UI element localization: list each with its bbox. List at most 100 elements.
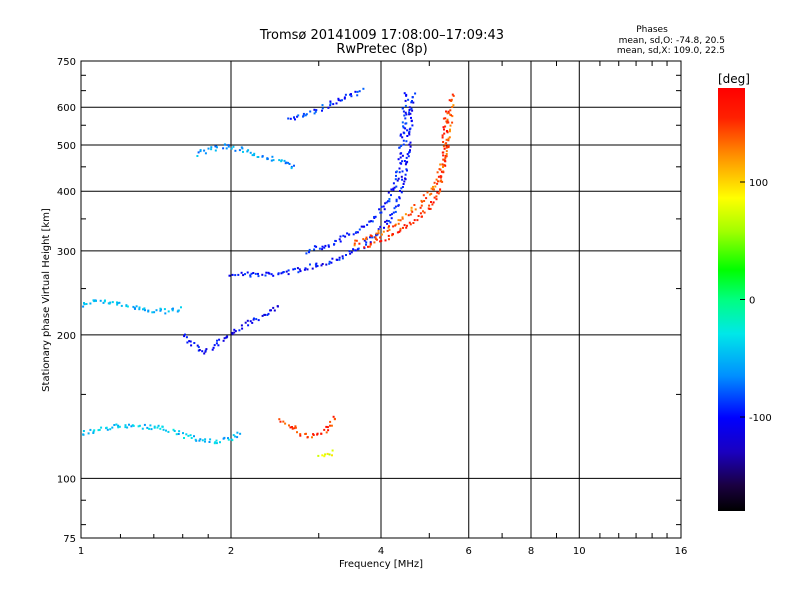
echo-point [320, 264, 323, 267]
echo-point [367, 245, 369, 248]
echo-point [406, 160, 409, 163]
echo-point [394, 205, 397, 208]
echo-point [387, 220, 390, 222]
echo-point [419, 206, 422, 209]
echo-point [436, 171, 439, 174]
echo-point [406, 169, 408, 172]
echo-point [348, 250, 351, 253]
echo-point [146, 426, 149, 429]
echo-point [401, 136, 404, 139]
echo-point [445, 120, 448, 123]
echo-point [444, 157, 447, 160]
echo-point [341, 99, 343, 102]
echo-point [257, 319, 260, 322]
echo-point [89, 302, 92, 305]
echo-point [349, 252, 352, 255]
echo-point [384, 239, 387, 242]
echo-point [311, 267, 314, 270]
echo-point [197, 346, 200, 349]
echo-point [272, 306, 275, 309]
echo-point [404, 104, 407, 107]
echo-point [328, 260, 331, 263]
echo-point [147, 309, 150, 312]
echo-point [324, 244, 327, 247]
echo-point [277, 272, 280, 275]
echo-point [157, 424, 160, 427]
echo-point [249, 151, 252, 154]
echo-point [399, 162, 402, 165]
echo-point [445, 110, 447, 113]
echo-point [167, 310, 170, 313]
echo-point [253, 152, 256, 155]
echo-point [402, 125, 405, 128]
echo-point [354, 239, 357, 242]
echo-point [249, 275, 252, 278]
echo-point [111, 426, 114, 429]
echo-point [118, 301, 121, 304]
echo-point [443, 147, 446, 150]
echo-point [246, 271, 249, 274]
echo-point [406, 129, 409, 132]
echo-point [186, 341, 189, 344]
echo-point [409, 112, 412, 115]
echo-point [230, 147, 233, 150]
echo-point [180, 306, 182, 309]
echo-point [335, 102, 338, 105]
echo-point [352, 248, 355, 251]
echo-point [164, 312, 167, 315]
echo-point [404, 111, 407, 114]
echo-point [403, 160, 406, 162]
echo-point [447, 137, 450, 140]
echo-point [321, 107, 324, 110]
echo-point [332, 103, 335, 106]
echo-point [207, 147, 210, 150]
echo-point [313, 112, 316, 115]
echo-point [388, 238, 390, 241]
echo-point [193, 342, 196, 344]
echo-point [401, 160, 404, 163]
echo-point [407, 98, 410, 101]
echo-point [240, 324, 243, 327]
echo-point [396, 179, 399, 182]
echo-point [380, 239, 383, 242]
echo-point [396, 231, 399, 234]
echo-point [362, 238, 365, 241]
echo-point [401, 154, 404, 157]
echo-point [224, 143, 227, 146]
echo-point [270, 273, 273, 276]
echo-point [445, 146, 448, 149]
echo-point [397, 177, 400, 180]
echo-point [420, 204, 423, 207]
echo-point [236, 431, 239, 434]
x-tick-label: 8 [528, 546, 534, 557]
echo-point [242, 274, 245, 277]
echo-point [363, 225, 366, 228]
echo-point [143, 423, 146, 426]
echo-point [400, 191, 403, 194]
echo-point [312, 433, 315, 436]
echo-point [196, 344, 199, 347]
echo-point [304, 267, 307, 270]
echo-point [183, 437, 185, 439]
echo-point [369, 243, 372, 246]
echo-point [449, 124, 452, 127]
y-tick-label: 200 [57, 331, 76, 342]
y-tick-label: 75 [63, 534, 76, 545]
echo-point [422, 194, 425, 197]
echo-point [117, 424, 120, 427]
echo-point [141, 427, 144, 430]
echo-point [278, 418, 281, 421]
echo-point [429, 207, 432, 210]
echo-point [355, 239, 358, 242]
echo-point [401, 121, 404, 124]
echo-point [120, 304, 123, 307]
echo-point [267, 312, 270, 315]
echo-point [285, 161, 288, 164]
echo-point [404, 163, 407, 166]
echo-point [345, 254, 347, 256]
echo-point [289, 117, 292, 120]
echo-point [201, 439, 204, 442]
echo-point [85, 303, 88, 305]
echo-point [242, 150, 244, 153]
echo-point [411, 96, 414, 99]
